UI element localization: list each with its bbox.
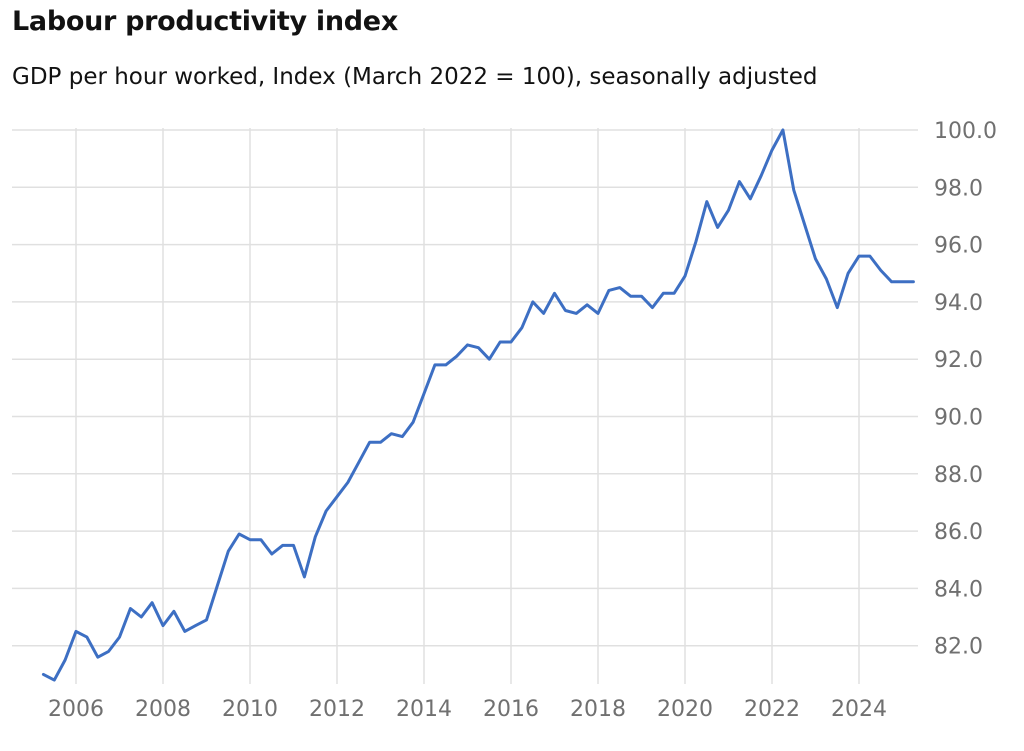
y-tick-label: 94.0	[934, 291, 983, 316]
x-tick-label: 2006	[48, 697, 104, 722]
y-tick-label: 84.0	[934, 577, 983, 602]
tick-labels: 82.0 84.0 86.0 88.0 90.0 92.0 94.0 96.0 98.0 100.…	[48, 119, 997, 722]
x-tick-label: 2018	[570, 697, 626, 722]
x-tick-label: 2016	[483, 697, 539, 722]
x-tick-label: 2024	[831, 697, 887, 722]
chart-title: Labour productivity index	[12, 6, 398, 37]
y-tick-label: 86.0	[934, 520, 983, 545]
y-tick-label: 98.0	[934, 176, 983, 201]
y-tick-label: 90.0	[934, 406, 983, 431]
y-tick-label: 88.0	[934, 463, 983, 488]
series-layer	[41, 128, 915, 682]
chart-subtitle: GDP per hour worked, Index (March 2022 =…	[12, 64, 818, 90]
x-tick-label: 2008	[135, 697, 191, 722]
y-tick-label: 100.0	[934, 119, 997, 144]
x-tick-label: 2014	[396, 697, 452, 722]
x-tick-label: 2010	[222, 697, 278, 722]
x-tick-label: 2020	[657, 697, 713, 722]
series-line	[41, 128, 915, 682]
y-tick-label: 96.0	[934, 234, 983, 259]
x-tick-label: 2022	[744, 697, 800, 722]
y-tick-label: 92.0	[934, 348, 983, 373]
x-tick-label: 2012	[309, 697, 365, 722]
grid-lines	[12, 128, 918, 684]
y-tick-label: 82.0	[934, 635, 983, 660]
